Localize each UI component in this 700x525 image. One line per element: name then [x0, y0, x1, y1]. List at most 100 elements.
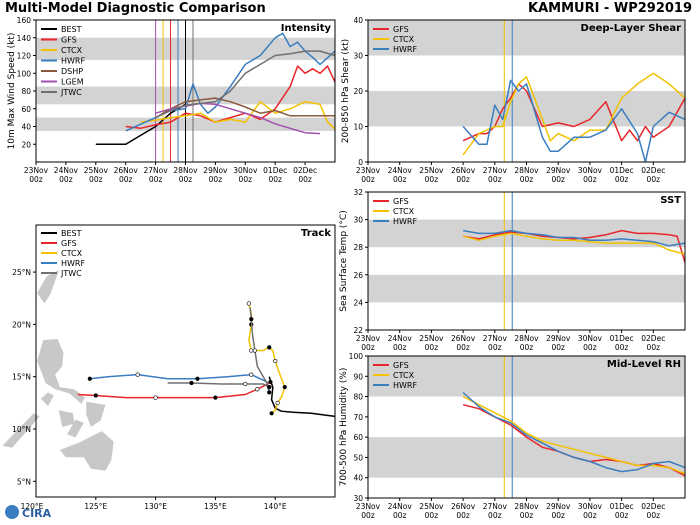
legend-label: HWRF: [393, 45, 417, 54]
lon-tick-label: 140°E: [264, 502, 287, 511]
y-tick-label: 32: [353, 188, 363, 197]
legend-label: CTCX: [61, 46, 83, 55]
y-tick-label: 100: [349, 352, 364, 361]
legend-label: GFS: [61, 239, 77, 248]
x-tick-label-day: 29Nov: [203, 166, 228, 175]
mindanao-land: [59, 431, 114, 471]
x-tick-label-day: 01Dec: [610, 502, 634, 511]
x-tick-label-hour: 00z: [488, 343, 502, 352]
legend-label: HWRF: [61, 57, 85, 66]
track-point: [153, 395, 158, 400]
legend-label: GFS: [393, 197, 409, 206]
legend-label: JTWC: [60, 88, 82, 97]
x-tick-label-hour: 00z: [393, 511, 407, 520]
track-point: [268, 379, 273, 385]
y-axis-label: Sea Surface Temp (°C): [339, 210, 349, 311]
x-tick-label-hour: 00z: [425, 343, 439, 352]
x-tick-label-day: 23Nov: [356, 166, 381, 175]
y-tick-label: 120: [17, 52, 32, 61]
x-tick-label-day: 30Nov: [578, 334, 603, 343]
x-tick-label-day: 29Nov: [546, 166, 571, 175]
mindoro-land: [40, 392, 54, 406]
x-tick-label-hour: 00z: [647, 343, 661, 352]
lat-tick-label: 15°N: [12, 373, 31, 382]
track-point: [249, 317, 254, 322]
y-tick-label: 40: [353, 16, 363, 25]
track-point: [243, 381, 248, 387]
x-tick-label-day: 01Dec: [610, 166, 634, 175]
shade-band: [368, 437, 685, 478]
shear-panel: 01020304023Nov00z24Nov00z25Nov00z26Nov00…: [341, 16, 686, 184]
lon-tick-label: 135°E: [204, 502, 227, 511]
legend-label: BEST: [61, 229, 82, 238]
track-jtwc: [167, 382, 270, 388]
y-tick-label: 160: [17, 16, 32, 25]
x-tick-label-hour: 00z: [456, 343, 470, 352]
x-tick-label-day: 28Nov: [514, 502, 539, 511]
x-tick-label-day: 01Dec: [263, 166, 287, 175]
x-tick-label-hour: 00z: [361, 511, 375, 520]
plot-frame: [367, 191, 686, 331]
x-tick-label-hour: 00z: [488, 175, 502, 184]
series-ctcx: [462, 232, 686, 255]
lat-tick-label: 25°N: [12, 268, 31, 277]
x-tick-label-hour: 00z: [393, 175, 407, 184]
x-tick-label-hour: 00z: [583, 343, 597, 352]
series-gfs: [462, 83, 686, 142]
y-tick-label: 0: [358, 158, 363, 167]
x-tick-label-hour: 00z: [268, 175, 282, 184]
x-tick-label-day: 24Nov: [388, 334, 413, 343]
x-tick-label-hour: 00z: [647, 511, 661, 520]
y-tick-label: 28: [353, 243, 363, 252]
y-tick-label: 60: [21, 105, 31, 114]
x-tick-label-hour: 00z: [551, 175, 565, 184]
legend-label: GFS: [61, 36, 77, 45]
legend-label: LGEM: [61, 78, 84, 87]
lon-tick-label: 130°E: [144, 502, 167, 511]
panel-title: Intensity: [281, 23, 332, 34]
y-tick-label: 80: [353, 393, 363, 402]
x-tick-label-day: 02Dec: [641, 502, 665, 511]
x-tick-label-day: 24Nov: [388, 166, 413, 175]
lat-tick-label: 20°N: [12, 320, 31, 329]
y-tick-label: 80: [21, 87, 31, 96]
legend-label: GFS: [393, 361, 409, 370]
legend-label: CTCX: [393, 207, 415, 216]
x-tick-label-day: 27Nov: [483, 502, 508, 511]
x-tick-label-hour: 00z: [488, 511, 502, 520]
legend-label: CTCX: [61, 249, 83, 258]
luzon-land: [37, 339, 85, 404]
x-tick-label-hour: 00z: [209, 175, 223, 184]
x-tick-label-day: 25Nov: [84, 166, 109, 175]
track-point: [249, 348, 254, 353]
track-point: [135, 372, 140, 377]
x-tick-label-day: 01Dec: [610, 334, 634, 343]
series-ctcx: [462, 72, 686, 156]
x-tick-label-hour: 00z: [59, 175, 73, 184]
cira-logo: CIRA: [5, 505, 52, 520]
y-tick-label: 40: [21, 123, 31, 132]
track-point: [267, 385, 272, 390]
x-tick-label-day: 23Nov: [356, 334, 381, 343]
storm-title: KAMMURI - WP292019: [528, 1, 692, 16]
legend-label: HWRF: [61, 259, 85, 268]
panel-title: Mid-Level RH: [607, 359, 681, 370]
x-tick-label-hour: 00z: [456, 175, 470, 184]
shade-band: [368, 20, 685, 56]
series-hwrf: [462, 391, 686, 473]
y-tick-label: 26: [353, 271, 363, 280]
main-title: Multi-Model Diagnostic Comparison: [5, 1, 266, 16]
x-tick-label-hour: 00z: [119, 175, 133, 184]
y-tick-label: 140: [17, 34, 32, 43]
x-tick-label-hour: 00z: [89, 175, 103, 184]
panay-land: [58, 410, 75, 427]
x-tick-label-day: 24Nov: [388, 502, 413, 511]
y-tick-label: 20: [353, 87, 363, 96]
x-tick-label-hour: 00z: [551, 343, 565, 352]
series-hwrf: [462, 229, 686, 247]
lon-corner-label: 120°E: [21, 502, 44, 511]
x-tick-label-hour: 00z: [615, 511, 629, 520]
x-tick-label-day: 26Nov: [451, 502, 476, 511]
x-tick-label-hour: 00z: [361, 175, 375, 184]
series-jtwc: [155, 50, 336, 119]
